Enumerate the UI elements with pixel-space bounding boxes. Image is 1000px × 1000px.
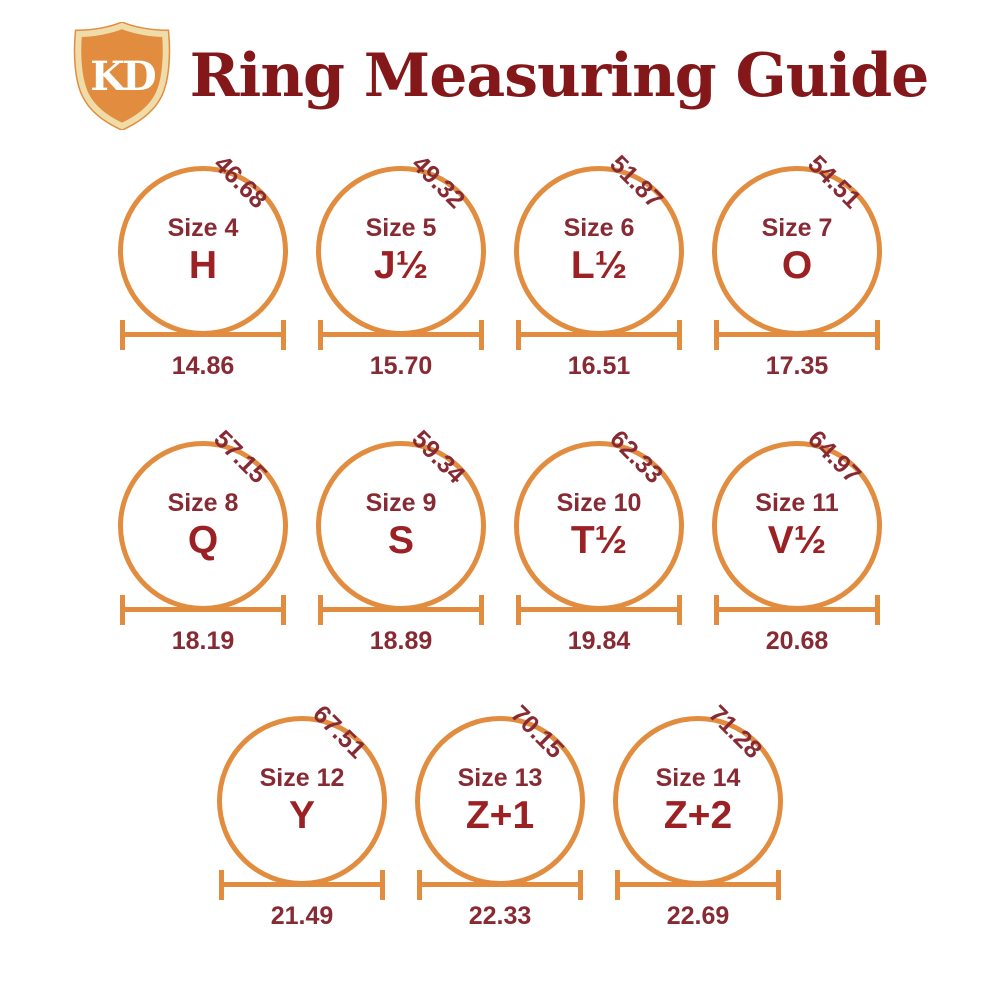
- diameter-bar: [417, 870, 583, 900]
- ring-item: 64.97 Size 11 V½ 20.68: [698, 415, 896, 655]
- diameter-value: 20.68: [765, 627, 829, 655]
- ring-item: 46.68 Size 4 H 14.86: [104, 140, 302, 380]
- ring-uk-size: O: [781, 243, 813, 287]
- ring-circle: Size 10 T½: [514, 441, 684, 611]
- ring-circle: Size 9 S: [316, 441, 486, 611]
- diameter-bar: [318, 320, 484, 350]
- ring-uk-size: J½: [373, 243, 429, 287]
- ring-size-label: Size 9: [365, 489, 437, 518]
- ring-uk-size: L½: [570, 243, 628, 287]
- rings-grid: 46.68 Size 4 H 14.86 49.32 Size 5 J½ 15.…: [0, 140, 1000, 930]
- diameter-bar: [120, 320, 286, 350]
- ring-item: 67.51 Size 12 Y 21.49: [203, 690, 401, 930]
- diameter-bar: [516, 320, 682, 350]
- ring-size-label: Size 13: [457, 764, 543, 793]
- diameter-value: 18.19: [171, 627, 235, 655]
- ring-size-label: Size 10: [556, 489, 642, 518]
- diameter-bar: [318, 595, 484, 625]
- diameter-bar: [714, 320, 880, 350]
- diameter-bar: [219, 870, 385, 900]
- ring-size-label: Size 5: [365, 214, 437, 243]
- ring-item: 51.87 Size 6 L½ 16.51: [500, 140, 698, 380]
- ring-size-label: Size 4: [167, 214, 239, 243]
- ring-size-label: Size 6: [563, 214, 635, 243]
- diameter-value: 17.35: [765, 352, 829, 380]
- diameter-value: 18.89: [369, 627, 433, 655]
- logo-text: KD: [90, 53, 156, 100]
- ring-circle: Size 7 O: [712, 166, 882, 336]
- diameter-value: 22.69: [666, 902, 730, 930]
- page-title: Ring Measuring Guide: [189, 41, 930, 111]
- ring-uk-size: Q: [187, 518, 219, 562]
- ring-circle: Size 6 L½: [514, 166, 684, 336]
- ring-uk-size: V½: [767, 518, 827, 562]
- header: KD Ring Measuring Guide: [0, 0, 1000, 130]
- diameter-bar: [615, 870, 781, 900]
- diameter-value: 15.70: [369, 352, 433, 380]
- logo-shield: [74, 22, 169, 130]
- diameter-bar: [516, 595, 682, 625]
- ring-size-label: Size 11: [755, 489, 839, 518]
- ring-circle: Size 4 H: [118, 166, 288, 336]
- diameter-value: 16.51: [567, 352, 631, 380]
- diameter-bar: [120, 595, 286, 625]
- ring-row: 57.15 Size 8 Q 18.19 59.34 Size 9 S 18.8…: [0, 415, 1000, 655]
- ring-uk-size: T½: [570, 518, 628, 562]
- ring-item: 71.28 Size 14 Z+2 22.69: [599, 690, 797, 930]
- ring-uk-size: S: [387, 518, 414, 562]
- ring-row: 46.68 Size 4 H 14.86 49.32 Size 5 J½ 15.…: [0, 140, 1000, 380]
- diameter-value: 19.84: [567, 627, 631, 655]
- ring-circle: Size 12 Y: [217, 716, 387, 886]
- ring-size-label: Size 12: [259, 764, 345, 793]
- ring-size-label: Size 14: [655, 764, 741, 793]
- ring-item: 62.33 Size 10 T½ 19.84: [500, 415, 698, 655]
- ring-item: 49.32 Size 5 J½ 15.70: [302, 140, 500, 380]
- ring-item: 54.51 Size 7 O 17.35: [698, 140, 896, 380]
- diameter-value: 14.86: [171, 352, 235, 380]
- ring-uk-size: Z+1: [465, 793, 535, 837]
- diameter-value: 21.49: [270, 902, 334, 930]
- ring-item: 70.15 Size 13 Z+1 22.33: [401, 690, 599, 930]
- ring-uk-size: Y: [288, 793, 315, 837]
- ring-circle: Size 8 Q: [118, 441, 288, 611]
- ring-uk-size: H: [188, 243, 218, 287]
- kd-logo: KD: [73, 22, 170, 130]
- ring-row: 67.51 Size 12 Y 21.49 70.15 Size 13 Z+1 …: [0, 690, 1000, 930]
- ring-item: 59.34 Size 9 S 18.89: [302, 415, 500, 655]
- ring-item: 57.15 Size 8 Q 18.19: [104, 415, 302, 655]
- ring-circle: Size 5 J½: [316, 166, 486, 336]
- diameter-value: 22.33: [468, 902, 532, 930]
- ring-size-label: Size 8: [167, 489, 239, 518]
- ring-size-label: Size 7: [761, 214, 833, 243]
- ring-uk-size: Z+2: [663, 793, 733, 837]
- diameter-bar: [714, 595, 880, 625]
- ring-circle: Size 11 V½: [712, 441, 882, 611]
